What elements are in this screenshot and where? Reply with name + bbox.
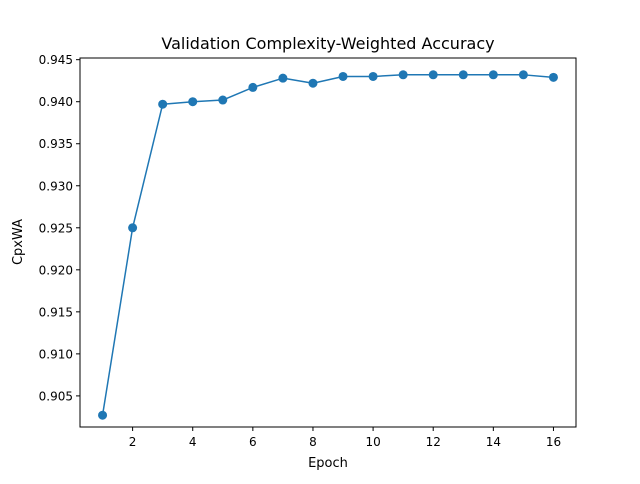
data-point (248, 82, 258, 92)
data-point (428, 70, 438, 80)
y-tick-label: 0.940 (39, 95, 73, 109)
data-point (308, 78, 318, 88)
y-tick-label: 0.920 (39, 263, 73, 277)
x-axis: 2 4 6 8 10 12 14 16 (129, 427, 561, 449)
y-axis-label: CpxWA (11, 219, 26, 265)
y-tick-label: 0.910 (39, 347, 73, 361)
x-tick-label: 14 (486, 435, 501, 449)
x-tick-label: 16 (546, 435, 561, 449)
data-point (458, 70, 468, 80)
data-point (398, 70, 408, 80)
data-point (518, 70, 528, 80)
data-point (98, 410, 108, 420)
x-tick-label: 4 (189, 435, 197, 449)
data-point (128, 223, 138, 233)
x-axis-label: Epoch (308, 456, 348, 471)
data-point (548, 72, 558, 82)
x-tick-label: 6 (249, 435, 257, 449)
data-point (158, 99, 168, 109)
y-tick-label: 0.945 (39, 53, 73, 67)
x-tick-label: 10 (365, 435, 380, 449)
y-tick-label: 0.935 (39, 137, 73, 151)
data-point (338, 71, 348, 81)
axes-frame (79, 57, 577, 428)
data-point (368, 71, 378, 81)
series-line (101, 74, 554, 416)
y-tick-label: 0.930 (39, 179, 73, 193)
y-tick-label: 0.925 (39, 221, 73, 235)
y-axis: 0.905 0.910 0.915 0.920 0.925 0.930 0.935 0.940… (39, 53, 80, 403)
x-tick-label: 12 (426, 435, 441, 449)
chart-title: Validation Complexity-Weighted Accuracy (161, 34, 494, 53)
data-point (218, 95, 228, 105)
y-tick-label: 0.915 (39, 305, 73, 319)
data-point (188, 97, 198, 107)
data-point (278, 73, 288, 83)
x-tick-label: 2 (129, 435, 137, 449)
data-point (488, 70, 498, 80)
x-tick-label: 8 (309, 435, 317, 449)
y-tick-label: 0.905 (39, 389, 73, 403)
